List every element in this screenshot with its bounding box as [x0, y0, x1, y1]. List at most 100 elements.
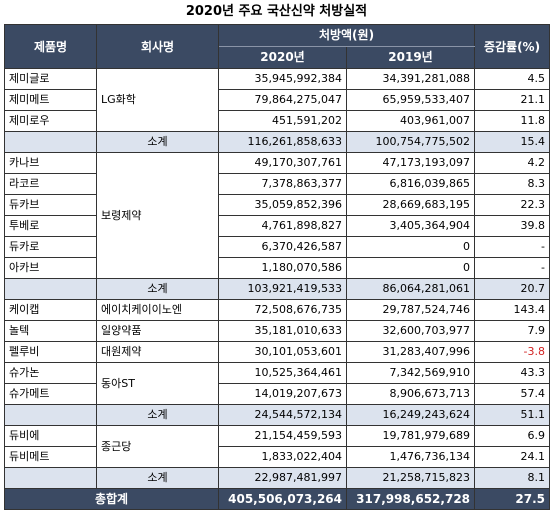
growth-rate: 6.9: [474, 425, 551, 447]
company-name: 종근당: [96, 425, 219, 468]
subtotal-2019: 100,754,775,502: [345, 131, 476, 153]
amount-2020: 451,591,202: [218, 110, 347, 132]
growth-rate: 11.8: [474, 110, 551, 132]
amount-2019: 0: [345, 257, 476, 279]
company-name: 동아ST: [96, 362, 219, 405]
table-row: 제미로우 451,591,202 403,961,007 11.8: [4, 110, 551, 132]
product-name: 펠루비: [4, 341, 97, 363]
growth-rate: 7.9: [474, 320, 551, 342]
product-name: 케이캡: [4, 299, 97, 321]
subtotal-2020: 116,261,858,633: [218, 131, 347, 153]
total-label: 총합계: [4, 488, 219, 510]
subtotal-blank-cell: [4, 404, 97, 426]
header-2020: 2020년: [218, 46, 347, 69]
subtotal-blank-cell: [4, 467, 97, 489]
header-growth: 증감률(%): [474, 24, 551, 69]
growth-rate: 24.1: [474, 446, 551, 468]
table-row: 놀텍 일양약품 35,181,010,633 32,600,703,977 7.9: [4, 320, 551, 342]
subtotal-growth: 8.1: [474, 467, 551, 489]
amount-2019: 0: [345, 236, 476, 258]
growth-rate: -3.8: [474, 341, 551, 363]
product-name: 슈가논: [4, 362, 97, 384]
growth-rate: 57.4: [474, 383, 551, 405]
total-growth: 27.5: [474, 488, 551, 510]
subtotal-2019: 21,258,715,823: [345, 467, 476, 489]
amount-2020: 1,180,070,586: [218, 257, 347, 279]
table-row: 제미글로 LG화학 35,945,992,384 34,391,281,088 4.5: [4, 68, 551, 132]
subtotal-2020: 24,544,572,134: [218, 404, 347, 426]
product-name: 놀텍: [4, 320, 97, 342]
amount-2019: 28,669,683,195: [345, 194, 476, 216]
table-row: 라코르 7,378,863,377 6,816,039,865 8.3: [4, 173, 551, 195]
header-amount: 처방액(원): [217, 24, 476, 47]
subtotal-2020: 22,987,481,997: [218, 467, 347, 489]
amount-2019: 32,600,703,977: [345, 320, 476, 342]
amount-2019: 19,781,979,689: [345, 425, 476, 447]
growth-rate: 8.3: [474, 173, 551, 195]
growth-rate: 143.4: [474, 299, 551, 321]
subtotal-growth: 51.1: [474, 404, 551, 426]
subtotal-2019: 16,249,243,624: [345, 404, 476, 426]
growth-rate: 4.5: [474, 68, 551, 90]
subtotal-row: 소계 116,261,858,633 100,754,775,502 15.4: [4, 131, 551, 153]
subtotal-blank-cell: [4, 278, 97, 300]
company-name: 일양약품: [96, 320, 219, 342]
header-company: 회사명: [96, 24, 219, 69]
amount-2020: 4,761,898,827: [218, 215, 347, 237]
subtotal-growth: 20.7: [474, 278, 551, 300]
company-name: 보령제약: [96, 152, 219, 279]
header-2019: 2019년: [345, 46, 476, 69]
product-name: 듀비에: [4, 425, 97, 447]
growth-rate: 39.8: [474, 215, 551, 237]
table-row: 듀비메트 1,833,022,404 1,476,736,134 24.1: [4, 446, 551, 468]
subtotal-row: 소계 22,987,481,997 21,258,715,823 8.1: [4, 467, 551, 489]
amount-2020: 7,378,863,377: [218, 173, 347, 195]
product-name: 제미글로: [4, 68, 97, 90]
subtotal-label: 소계: [96, 131, 219, 153]
product-name: 투베로: [4, 215, 97, 237]
company-name: LG화학: [96, 68, 219, 132]
amount-2019: 31,283,407,996: [345, 341, 476, 363]
subtotal-row: 소계 103,921,419,533 86,064,281,061 20.7: [4, 278, 551, 300]
amount-2020: 1,833,022,404: [218, 446, 347, 468]
table-body: 제미글로 LG화학 35,945,992,384 34,391,281,088 4.5 제…: [4, 68, 551, 510]
table-row: 슈가논 동아ST 10,525,364,461 7,342,569,910 43.3: [4, 362, 551, 405]
total-2019: 317,998,652,728: [345, 488, 476, 510]
amount-2019: 403,961,007: [345, 110, 476, 132]
amount-2020: 49,170,307,761: [218, 152, 347, 174]
amount-2019: 65,959,533,407: [345, 89, 476, 111]
product-name: 제미메트: [4, 89, 97, 111]
total-2020: 405,506,073,264: [218, 488, 347, 510]
product-name: 듀카브: [4, 194, 97, 216]
subtotal-blank-cell: [4, 131, 97, 153]
growth-rate: 22.3: [474, 194, 551, 216]
table-row: 제미메트 79,864,275,047 65,959,533,407 21.1: [4, 89, 551, 111]
company-name: 에이치케이이노엔: [96, 299, 219, 321]
table-row: 아카브 1,180,070,586 0-: [4, 257, 551, 279]
table-row: 슈가메트 14,019,207,673 8,906,673,713 57.4: [4, 383, 551, 405]
page-title: 2020년 주요 국산신약 처방실적: [185, 4, 368, 19]
table-row: 카나브 보령제약 49,170,307,761 47,173,193,097 4.2: [4, 152, 551, 279]
amount-2020: 79,864,275,047: [218, 89, 347, 111]
amount-2020: 72,508,676,735: [218, 299, 347, 321]
amount-2020: 35,181,010,633: [218, 320, 347, 342]
product-name: 카나브: [4, 152, 97, 174]
product-name: 듀카로: [4, 236, 97, 258]
product-name: 듀비메트: [4, 446, 97, 468]
growth-rate: 21.1: [474, 89, 551, 111]
table-row: 듀비에 종근당 21,154,459,593 19,781,979,689 6.9: [4, 425, 551, 468]
subtotal-label: 소계: [96, 467, 219, 489]
table-row: 펠루비 대원제약 30,101,053,601 31,283,407,996 -3.8: [4, 341, 551, 363]
amount-2020: 21,154,459,593: [218, 425, 347, 447]
growth-rate: -: [474, 257, 551, 279]
product-name: 슈가메트: [4, 383, 97, 405]
header-product: 제품명: [4, 24, 97, 69]
amount-2019: 7,342,569,910: [345, 362, 476, 384]
amount-2019: 47,173,193,097: [345, 152, 476, 174]
amount-2019: 6,816,039,865: [345, 173, 476, 195]
company-name: 대원제약: [96, 341, 219, 363]
growth-rate: -: [474, 236, 551, 258]
product-name: 제미로우: [4, 110, 97, 132]
growth-rate: 4.2: [474, 152, 551, 174]
amount-2020: 30,101,053,601: [218, 341, 347, 363]
